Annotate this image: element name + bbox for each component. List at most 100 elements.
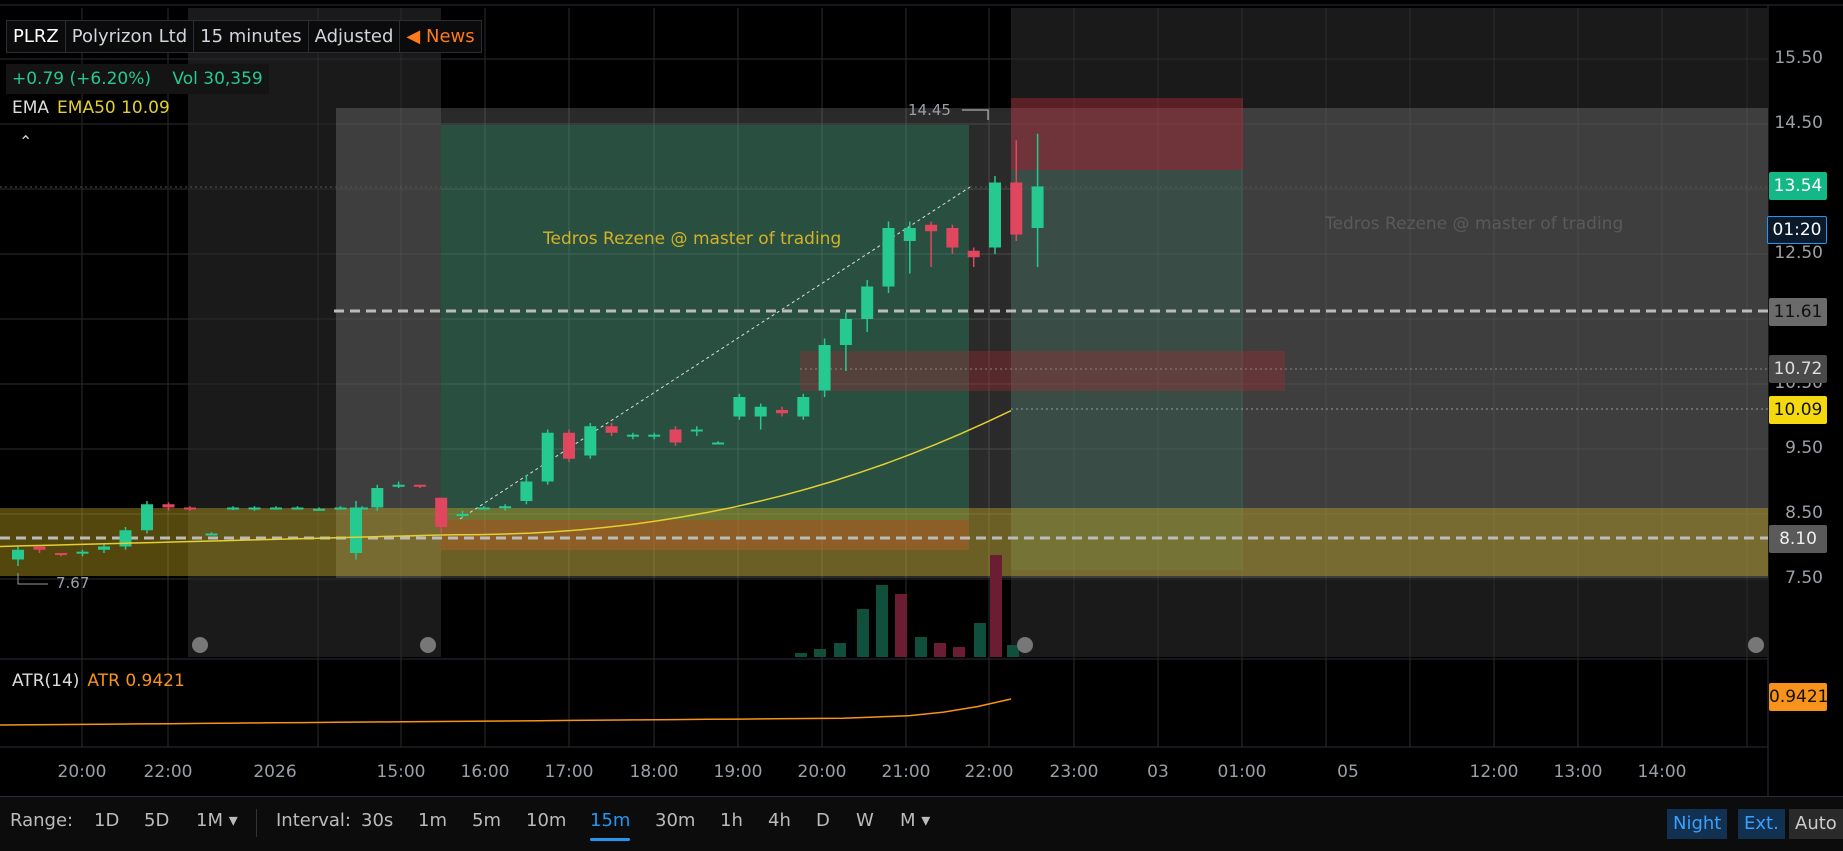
high-price-label: 14.45	[908, 101, 951, 119]
session-moon-icon	[192, 637, 208, 653]
interval-4h[interactable]: 4h	[768, 810, 791, 831]
time-tick-label: 03	[1147, 762, 1169, 782]
range-1m-dropdown[interactable]: 1M ▾	[196, 810, 238, 831]
interval-1m[interactable]: 1m	[418, 810, 447, 831]
bottom-toolbar: Range: 1D 5D 1M ▾ Interval: 30s 1m 5m 10…	[0, 796, 1843, 851]
candle-body	[350, 507, 362, 553]
time-tick-label: 13:00	[1553, 762, 1603, 782]
interval-label: Interval:	[276, 810, 351, 831]
candle-countdown-tag: 01:20	[1767, 216, 1827, 244]
volume-bar	[795, 653, 807, 657]
time-tick-label: 23:00	[1049, 762, 1099, 782]
resistance-zone	[1011, 98, 1243, 170]
candle-body	[797, 397, 810, 417]
atr-price-tag: 0.9421	[1769, 683, 1828, 711]
interval-d[interactable]: D	[816, 810, 830, 831]
atr-legend[interactable]: ATR(14) ATR 0.9421	[12, 671, 185, 691]
demand-zone	[0, 508, 1768, 576]
candle-body	[413, 484, 426, 487]
price-change-box: +0.79 (+6.20%) Vol 30,359	[6, 64, 269, 94]
session-ext-toggle[interactable]: Ext.	[1738, 809, 1785, 839]
news-button[interactable]: ◀ News	[400, 21, 480, 52]
range-1d[interactable]: 1D	[94, 810, 120, 831]
candle-body	[861, 286, 874, 319]
last-price-tag: 13.54	[1769, 172, 1827, 200]
candle-body	[162, 504, 175, 508]
session-moon-icon	[1748, 637, 1764, 653]
range-5d[interactable]: 5D	[144, 810, 170, 831]
volume-bar	[814, 649, 826, 657]
interval-30s[interactable]: 30s	[361, 810, 394, 831]
candle-body	[520, 481, 533, 501]
candle-body	[227, 507, 239, 510]
chart-watermark-right: Tedros Rezene @ master of trading	[1325, 214, 1624, 234]
low-marker-line	[17, 573, 48, 585]
volume-bar	[834, 643, 846, 657]
ema-name: EMA	[12, 98, 50, 118]
candle-body	[33, 546, 46, 550]
candle-body	[205, 533, 218, 536]
interval-30m[interactable]: 30m	[655, 810, 696, 831]
volume-bar	[1007, 645, 1019, 657]
level-tag-b: 10.72	[1769, 355, 1827, 383]
volume-bar	[895, 594, 907, 657]
time-tick-label: 14:00	[1637, 762, 1687, 782]
interval-10m[interactable]: 10m	[526, 810, 567, 831]
symbol-header[interactable]: PLRZ Polyrizon Ltd 15 minutes Adjusted ◀…	[6, 20, 482, 53]
interval-15m[interactable]: 15m	[590, 807, 631, 841]
interval-5m[interactable]: 5m	[472, 810, 501, 831]
candle-body	[967, 250, 980, 258]
candle-body	[1031, 186, 1044, 228]
time-tick-label: 16:00	[460, 762, 510, 782]
adjustment-label[interactable]: Adjusted	[309, 21, 401, 52]
time-tick-label: 17:00	[544, 762, 594, 782]
volume-bar	[857, 609, 869, 657]
candle-body	[371, 488, 384, 508]
price-change: +0.79 (+6.20%)	[12, 69, 152, 89]
time-tick-label: 05	[1337, 762, 1359, 782]
candle-body	[690, 429, 703, 432]
candle-body	[248, 507, 261, 510]
time-tick-label: 22:00	[143, 762, 193, 782]
candle-body	[882, 228, 895, 287]
target-zone	[1011, 170, 1243, 570]
range-box	[336, 108, 1768, 578]
candle-body	[776, 410, 788, 414]
interval-w[interactable]: W	[856, 810, 874, 831]
session-moon-icon	[420, 637, 436, 653]
time-tick-label: 15:00	[376, 762, 426, 782]
session-moon-icon	[1017, 637, 1033, 653]
price-tick-label: 15.50	[1774, 48, 1823, 68]
news-label: News	[425, 26, 475, 47]
interval-1h[interactable]: 1h	[720, 810, 743, 831]
volume-bar	[990, 555, 1002, 657]
ema-legend[interactable]: EMA EMA50 10.09	[12, 98, 170, 118]
volume-bar	[974, 623, 986, 657]
collapse-legend-chevron-up-icon[interactable]: ⌃	[19, 132, 33, 151]
high-marker-line	[962, 109, 989, 120]
timeframe-label[interactable]: 15 minutes	[194, 21, 309, 52]
session-shade-afterhours	[1011, 8, 1768, 657]
volume-bar	[934, 643, 946, 657]
session-shade-premarket	[188, 8, 441, 657]
price-tick-label: 8.50	[1785, 503, 1823, 523]
candle-body	[12, 549, 24, 560]
session-auto-toggle[interactable]: Auto	[1789, 809, 1843, 839]
atr-value: ATR 0.9421	[87, 671, 185, 691]
symbol-ticker[interactable]: PLRZ	[7, 21, 66, 52]
candle-body	[270, 507, 282, 510]
level-tag-a: 11.61	[1769, 298, 1827, 326]
chart-watermark: Tedros Rezene @ master of trading	[543, 229, 842, 249]
volume-bar	[915, 637, 927, 657]
candle-body	[925, 224, 938, 232]
candle-body	[946, 228, 959, 248]
interval-m-dropdown[interactable]: M ▾	[900, 810, 931, 831]
volume-bar	[876, 585, 888, 657]
candle-body	[456, 514, 469, 516]
company-name: Polyrizon Ltd	[66, 21, 195, 52]
candle-body	[435, 497, 448, 527]
session-night-toggle[interactable]: Night	[1667, 809, 1728, 839]
long-position-profit-zone	[441, 125, 969, 520]
time-tick-label: 21:00	[881, 762, 931, 782]
